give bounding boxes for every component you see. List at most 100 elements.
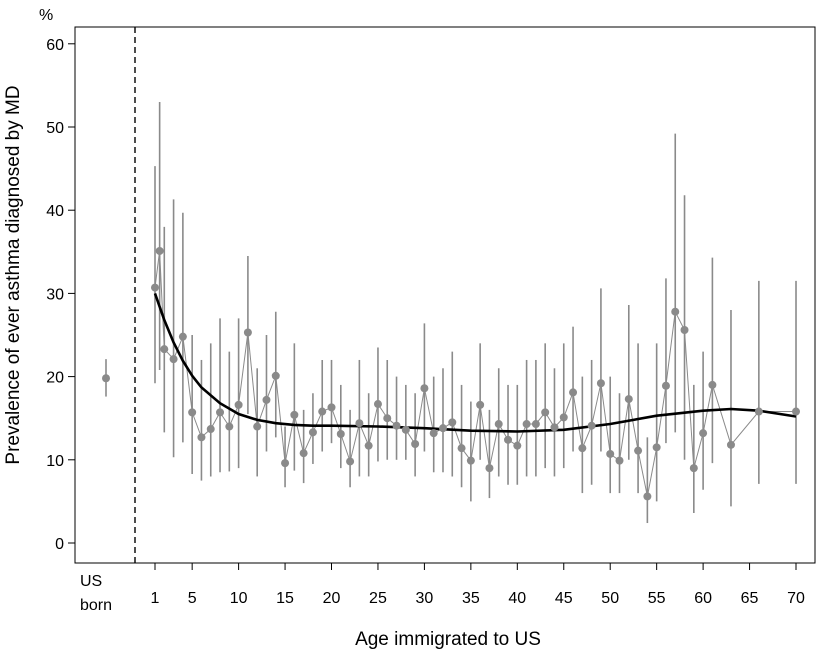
data-point bbox=[457, 444, 466, 453]
data-point bbox=[494, 420, 503, 429]
data-point bbox=[262, 395, 271, 404]
data-point bbox=[355, 419, 364, 428]
data-point bbox=[550, 423, 559, 432]
x-tick-label: 70 bbox=[787, 590, 805, 607]
plot-frame bbox=[74, 26, 816, 564]
data-point bbox=[680, 326, 689, 335]
data-point bbox=[726, 440, 735, 449]
x-tick-label: 45 bbox=[555, 590, 573, 607]
data-point bbox=[151, 283, 159, 292]
confidence-interval-lines bbox=[154, 102, 797, 524]
data-point bbox=[281, 459, 290, 468]
x-tick-label: 65 bbox=[741, 590, 759, 607]
data-point bbox=[596, 379, 605, 388]
data-point bbox=[383, 414, 392, 423]
data-point bbox=[429, 429, 438, 438]
data-point bbox=[504, 435, 513, 444]
data-point bbox=[652, 443, 661, 452]
x-tick-label: 35 bbox=[462, 590, 480, 607]
x-tick-label: 55 bbox=[648, 590, 666, 607]
x-tick-label: 30 bbox=[416, 590, 434, 607]
x-tick-label: 20 bbox=[323, 590, 341, 607]
data-point bbox=[169, 355, 178, 364]
data-point bbox=[216, 408, 225, 417]
data-point bbox=[448, 418, 457, 427]
y-axis-title: Prevalence of ever asthma diagnosed by M… bbox=[3, 85, 24, 464]
data-point bbox=[197, 433, 206, 442]
data-point bbox=[559, 413, 568, 422]
data-point bbox=[578, 444, 587, 453]
data-point bbox=[308, 428, 317, 437]
data-point bbox=[699, 429, 708, 438]
data-point bbox=[392, 421, 401, 430]
data-point bbox=[661, 381, 670, 390]
data-point bbox=[411, 439, 420, 448]
x-tick-label: 50 bbox=[601, 590, 619, 607]
x-axis-title: Age immigrated to US bbox=[355, 629, 541, 650]
data-point bbox=[178, 332, 187, 341]
data-point bbox=[689, 464, 698, 473]
data-point bbox=[336, 430, 345, 439]
data-point bbox=[401, 425, 410, 434]
data-point bbox=[420, 384, 429, 393]
data-point bbox=[792, 407, 801, 416]
y-tick-label: 10 bbox=[46, 453, 64, 470]
data-point bbox=[485, 464, 494, 473]
data-point bbox=[541, 408, 550, 417]
y-tick-label: 40 bbox=[46, 203, 64, 220]
x-tick-label: 5 bbox=[188, 590, 197, 607]
data-point bbox=[466, 456, 475, 465]
data-point bbox=[160, 345, 169, 354]
data-point bbox=[531, 420, 540, 429]
data-point bbox=[346, 457, 355, 466]
smoothed-fit-line bbox=[153, 292, 797, 433]
data-point bbox=[569, 388, 578, 397]
x-tick-label: 1 bbox=[151, 590, 160, 607]
data-point bbox=[476, 400, 485, 409]
y-tick-label: 50 bbox=[46, 120, 64, 137]
x-axis: 1 5 10 15 20 25 30 35 40 45 50 55 60 65 70 bbox=[151, 563, 805, 607]
data-point bbox=[327, 403, 336, 412]
us-born-group: US born bbox=[80, 359, 112, 614]
data-point bbox=[643, 492, 652, 501]
data-point bbox=[615, 456, 624, 465]
data-point bbox=[438, 424, 447, 433]
data-point bbox=[318, 407, 327, 416]
point-connecting-line bbox=[154, 250, 796, 497]
us-born-point bbox=[102, 374, 110, 383]
y-tick-label: 30 bbox=[46, 286, 64, 303]
data-point bbox=[634, 446, 643, 455]
data-point bbox=[373, 400, 382, 409]
data-point bbox=[206, 425, 215, 434]
data-point bbox=[513, 441, 522, 450]
data-point bbox=[299, 449, 308, 458]
us-born-label-line1: US bbox=[80, 573, 102, 590]
data-point bbox=[754, 407, 763, 416]
x-tick-label: 60 bbox=[694, 590, 712, 607]
data-point bbox=[188, 408, 197, 417]
data-point bbox=[606, 449, 615, 458]
x-tick-label: 15 bbox=[276, 590, 294, 607]
x-tick-label: 25 bbox=[369, 590, 387, 607]
y-tick-label: 0 bbox=[55, 536, 64, 553]
data-point bbox=[624, 395, 633, 404]
data-point bbox=[708, 380, 717, 389]
data-point bbox=[522, 420, 531, 429]
y-axis: 0 10 20 30 40 50 60 bbox=[46, 37, 75, 553]
y-unit-label: % bbox=[39, 7, 53, 24]
data-point bbox=[290, 410, 299, 419]
x-tick-label: 40 bbox=[508, 590, 526, 607]
data-point bbox=[234, 400, 243, 409]
data-point bbox=[225, 422, 234, 431]
data-point bbox=[364, 441, 373, 450]
data-points bbox=[151, 246, 801, 501]
data-point bbox=[671, 307, 680, 316]
us-born-label-line2: born bbox=[80, 597, 112, 614]
data-point bbox=[253, 422, 262, 431]
data-point bbox=[587, 421, 596, 430]
data-point bbox=[243, 328, 252, 337]
x-tick-label: 10 bbox=[230, 590, 248, 607]
y-tick-label: 20 bbox=[46, 370, 64, 387]
data-point bbox=[271, 371, 280, 380]
